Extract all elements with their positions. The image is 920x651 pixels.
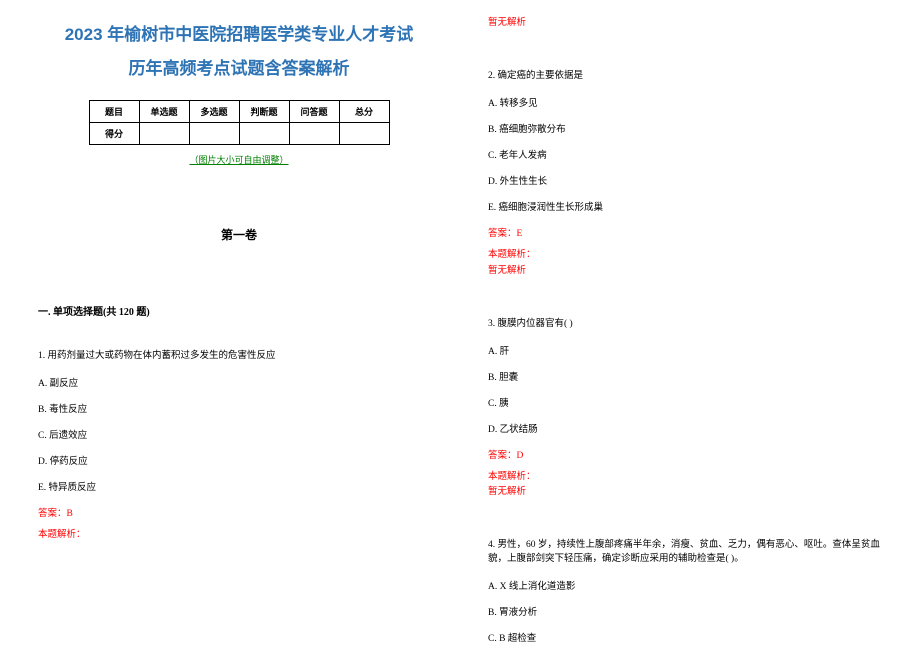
q1-explain-label: 本题解析： [38,529,440,541]
score-table: 题目 单选题 多选题 判断题 问答题 总分 得分 [89,100,390,145]
table-header-row: 题目 单选题 多选题 判断题 问答题 总分 [89,101,389,123]
cell-blank [189,123,239,145]
q1-opt-a: A. 副反应 [38,375,440,389]
q3-explain-none: 暂无解析 [488,483,890,497]
q2-opt-c: C. 老年人发病 [488,147,890,161]
image-caption: （图片大小可自由调整） [38,153,440,166]
q3-opt-a: A. 肝 [488,343,890,357]
q2-stem: 2. 确定癌的主要依据是 [488,70,890,83]
cell-blank [239,123,289,145]
q4-opt-c: C. B 超检查 [488,630,890,644]
cell-blank [289,123,339,145]
q1-opt-e: E. 特异质反应 [38,479,440,493]
q2-explain-none: 暂无解析 [488,262,890,276]
th-3: 判断题 [239,101,289,123]
row-label: 得分 [89,123,139,145]
q3-answer: 答案：D [488,447,890,461]
q2-opt-e: E. 癌细胞浸润性生长形成巢 [488,199,890,213]
q4-stem: 4. 男性，60 岁，持续性上腹部疼痛半年余，消瘦、贫血、乏力，偶有恶心、呕吐。… [488,539,890,566]
q3-opt-d: D. 乙状结肠 [488,421,890,435]
th-5: 总分 [339,101,389,123]
q4-opt-b: B. 胃液分析 [488,604,890,618]
q1-opt-b: B. 毒性反应 [38,401,440,415]
q1-opt-c: C. 后遗效应 [38,427,440,441]
th-4: 问答题 [289,101,339,123]
title-line1: 2023 年榆树市中医院招聘医学类专业人才考试 [65,25,414,44]
th-1: 单选题 [139,101,189,123]
q1-explain-none: 暂无解析 [488,14,890,28]
cell-blank [339,123,389,145]
q2-explain-label: 本题解析： [488,249,890,261]
q2-opt-a: A. 转移多见 [488,95,890,109]
cell-blank [139,123,189,145]
q3-explain-label: 本题解析： [488,471,890,483]
q1-answer: 答案：B [38,505,440,519]
q1-opt-d: D. 停药反应 [38,453,440,467]
th-0: 题目 [89,101,139,123]
q2-opt-d: D. 外生性生长 [488,173,890,187]
volume-heading: 第一卷 [38,226,440,243]
table-score-row: 得分 [89,123,389,145]
q3-stem: 3. 腹膜内位器官有( ) [488,318,890,331]
q2-opt-b: B. 癌细胞弥散分布 [488,121,890,135]
q1-stem: 1. 用药剂量过大或药物在体内蓄积过多发生的危害性反应 [38,350,440,363]
q3-opt-c: C. 胰 [488,395,890,409]
section-heading: 一. 单项选择题(共 120 题) [38,303,440,318]
q3-opt-b: B. 胆囊 [488,369,890,383]
doc-title: 2023 年榆树市中医院招聘医学类专业人才考试 历年高频考点试题含答案解析 [38,18,440,86]
q4-opt-a: A. X 线上消化道造影 [488,578,890,592]
th-2: 多选题 [189,101,239,123]
title-line2: 历年高频考点试题含答案解析 [129,59,350,78]
q2-answer: 答案：E [488,225,890,239]
